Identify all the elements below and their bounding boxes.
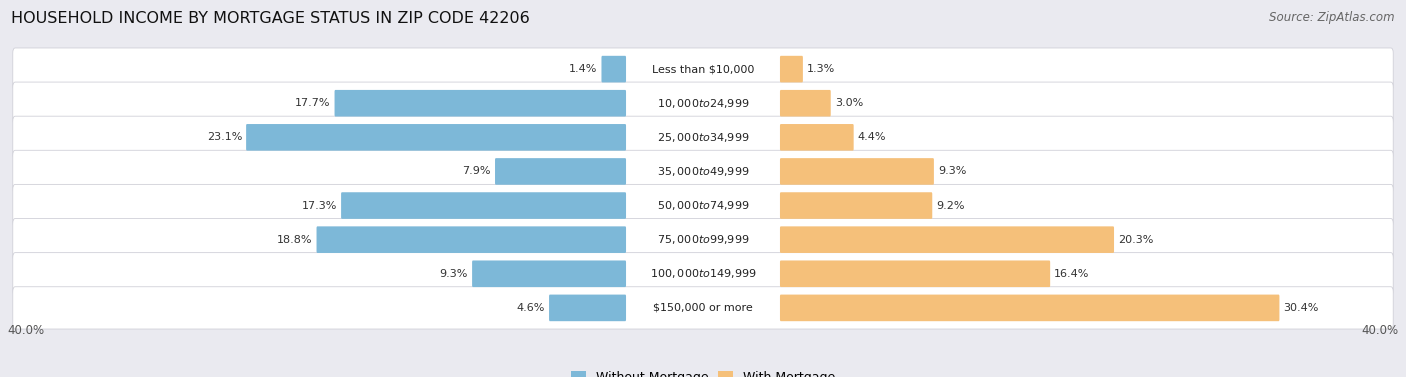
Text: 40.0%: 40.0% <box>1362 323 1399 337</box>
Text: Less than $10,000: Less than $10,000 <box>652 64 754 74</box>
Text: 1.3%: 1.3% <box>807 64 835 74</box>
Text: 4.6%: 4.6% <box>516 303 546 313</box>
Text: 23.1%: 23.1% <box>207 132 242 143</box>
FancyBboxPatch shape <box>246 124 626 151</box>
FancyBboxPatch shape <box>13 287 1393 329</box>
FancyBboxPatch shape <box>335 90 626 116</box>
Text: 1.4%: 1.4% <box>569 64 598 74</box>
FancyBboxPatch shape <box>13 82 1393 124</box>
Text: $100,000 to $149,999: $100,000 to $149,999 <box>650 267 756 280</box>
Text: 30.4%: 30.4% <box>1284 303 1319 313</box>
FancyBboxPatch shape <box>780 90 831 116</box>
Text: $25,000 to $34,999: $25,000 to $34,999 <box>657 131 749 144</box>
Legend: Without Mortgage, With Mortgage: Without Mortgage, With Mortgage <box>565 366 841 377</box>
Text: 17.7%: 17.7% <box>295 98 330 108</box>
Text: 18.8%: 18.8% <box>277 234 312 245</box>
FancyBboxPatch shape <box>780 158 934 185</box>
FancyBboxPatch shape <box>13 48 1393 90</box>
FancyBboxPatch shape <box>495 158 626 185</box>
FancyBboxPatch shape <box>13 219 1393 261</box>
FancyBboxPatch shape <box>13 253 1393 295</box>
Text: 17.3%: 17.3% <box>302 201 337 211</box>
FancyBboxPatch shape <box>780 56 803 83</box>
Text: $150,000 or more: $150,000 or more <box>654 303 752 313</box>
Text: $75,000 to $99,999: $75,000 to $99,999 <box>657 233 749 246</box>
Text: 20.3%: 20.3% <box>1118 234 1153 245</box>
FancyBboxPatch shape <box>780 294 1279 321</box>
Text: 3.0%: 3.0% <box>835 98 863 108</box>
FancyBboxPatch shape <box>13 150 1393 193</box>
FancyBboxPatch shape <box>13 116 1393 158</box>
Text: 9.2%: 9.2% <box>936 201 965 211</box>
Text: Source: ZipAtlas.com: Source: ZipAtlas.com <box>1270 11 1395 24</box>
FancyBboxPatch shape <box>342 192 626 219</box>
Text: $35,000 to $49,999: $35,000 to $49,999 <box>657 165 749 178</box>
FancyBboxPatch shape <box>472 261 626 287</box>
FancyBboxPatch shape <box>780 226 1114 253</box>
Text: 7.9%: 7.9% <box>463 166 491 176</box>
Text: 9.3%: 9.3% <box>440 269 468 279</box>
Text: $10,000 to $24,999: $10,000 to $24,999 <box>657 97 749 110</box>
FancyBboxPatch shape <box>780 192 932 219</box>
Text: 40.0%: 40.0% <box>7 323 44 337</box>
FancyBboxPatch shape <box>602 56 626 83</box>
Text: $50,000 to $74,999: $50,000 to $74,999 <box>657 199 749 212</box>
Text: 16.4%: 16.4% <box>1054 269 1090 279</box>
FancyBboxPatch shape <box>550 294 626 321</box>
Text: HOUSEHOLD INCOME BY MORTGAGE STATUS IN ZIP CODE 42206: HOUSEHOLD INCOME BY MORTGAGE STATUS IN Z… <box>11 11 530 26</box>
Text: 9.3%: 9.3% <box>938 166 966 176</box>
FancyBboxPatch shape <box>13 184 1393 227</box>
Text: 4.4%: 4.4% <box>858 132 886 143</box>
FancyBboxPatch shape <box>316 226 626 253</box>
FancyBboxPatch shape <box>780 124 853 151</box>
FancyBboxPatch shape <box>780 261 1050 287</box>
